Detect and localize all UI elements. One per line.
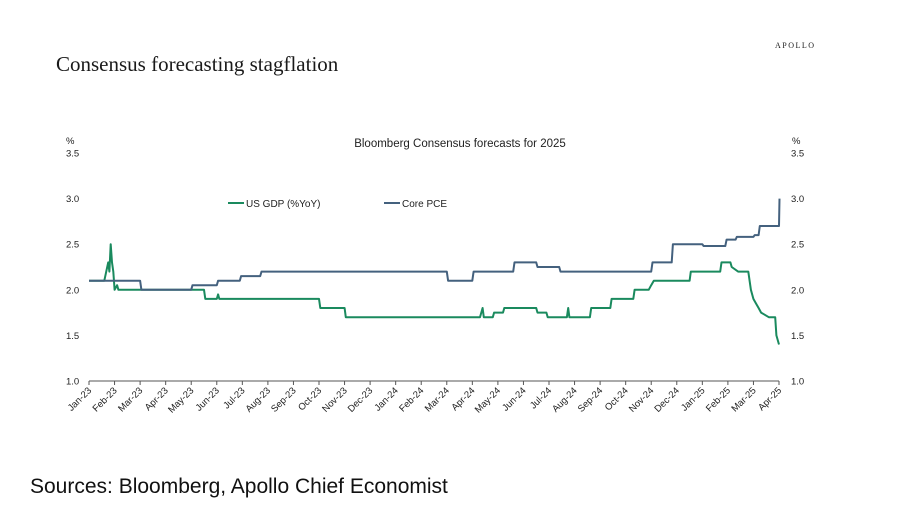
x-tick-label: May-23	[166, 385, 196, 415]
legend-label-gdp: US GDP (%YoY)	[246, 199, 320, 210]
y-unit-left: %	[66, 136, 75, 147]
legend-label-pce: Core PCE	[402, 199, 447, 210]
chart-title: Bloomberg Consensus forecasts for 2025	[354, 138, 566, 150]
y-tick-label-right: 1.0	[791, 377, 804, 388]
x-tick-label: Apr-25	[756, 385, 784, 413]
x-tick-label: Jan-23	[66, 385, 94, 413]
line-chart: Bloomberg Consensus forecasts for 2025 %…	[66, 136, 804, 416]
x-tick-label: Dec-23	[346, 385, 375, 414]
y-tick-label-right: 2.0	[791, 285, 804, 296]
page-title: Consensus forecasting stagflation	[56, 52, 339, 76]
x-tick-label: Sep-24	[576, 385, 605, 414]
x-tick-label: Oct-23	[296, 385, 324, 413]
x-tick-label: Jun-23	[194, 385, 222, 413]
x-tick-label: Jun-24	[500, 385, 528, 413]
x-tick-label: Nov-24	[627, 385, 656, 414]
x-tick-label: Mar-25	[730, 385, 759, 414]
y-axis-left: 1.0 1.5 2.0 2.5 3.0 3.5	[66, 149, 79, 388]
y-tick-label-left: 2.5	[66, 240, 79, 251]
sources-note: Sources: Bloomberg, Apollo Chief Economi…	[30, 475, 448, 498]
y-tick-label-right: 3.5	[791, 149, 804, 160]
x-tick-label: Aug-23	[244, 385, 273, 414]
y-axis-right: 1.0 1.5 2.0 2.5 3.0 3.5	[791, 149, 804, 388]
series-line-gdp	[89, 243, 780, 345]
x-tick-label: Nov-23	[320, 385, 349, 414]
x-tick-label: Mar-24	[423, 385, 452, 414]
x-tick-label: Aug-24	[550, 385, 579, 414]
x-tick-label: Jan-24	[372, 385, 400, 413]
y-tick-label-left: 3.5	[66, 149, 79, 160]
y-tick-label-left: 1.0	[66, 377, 79, 388]
y-tick-label-right: 2.5	[791, 240, 804, 251]
apollo-logo: APOLLO	[775, 41, 816, 50]
series-group	[89, 198, 781, 345]
x-tick-label: Dec-24	[652, 385, 681, 414]
y-tick-label-left: 2.0	[66, 285, 79, 296]
y-tick-label-right: 3.0	[791, 194, 804, 205]
y-tick-label-right: 1.5	[791, 331, 804, 342]
x-tick-label: Mar-23	[116, 385, 145, 414]
legend: US GDP (%YoY) Core PCE	[228, 199, 447, 210]
x-tick-label: Feb-25	[704, 385, 733, 414]
y-unit-right: %	[792, 136, 801, 147]
y-tick-label-left: 3.0	[66, 194, 79, 205]
x-tick-label: Feb-23	[91, 385, 120, 414]
x-tick-label: Feb-24	[397, 385, 426, 414]
x-tick-label: May-24	[473, 385, 503, 415]
x-tick-label: Sep-23	[269, 385, 298, 414]
y-tick-label-left: 1.5	[66, 331, 79, 342]
series-line-pce	[89, 198, 781, 291]
x-tick-label: Oct-24	[603, 385, 631, 413]
x-tick-label: Jan-25	[679, 385, 707, 413]
